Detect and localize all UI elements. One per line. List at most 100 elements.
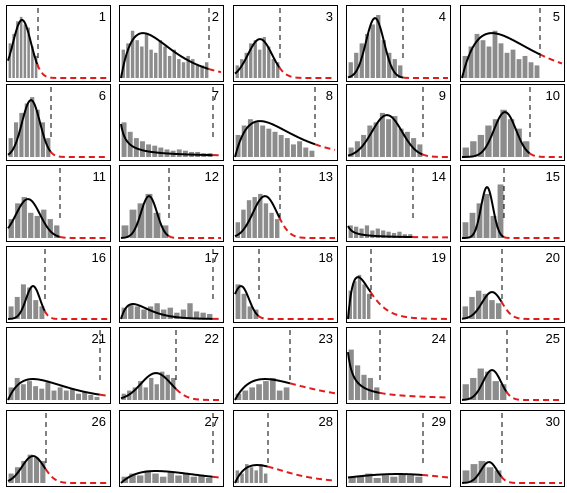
panel-number: 6 — [99, 88, 106, 103]
histogram-bar — [354, 52, 359, 78]
fitted-curve — [120, 470, 213, 484]
histogram-bar — [247, 119, 253, 157]
fitted-curve — [7, 18, 39, 67]
histogram-bar — [258, 49, 262, 78]
histogram-bar — [242, 390, 249, 400]
histogram-bar — [283, 387, 290, 400]
histogram-bar — [469, 296, 475, 319]
histogram-bar — [259, 464, 263, 483]
panel-number: 3 — [326, 9, 333, 24]
extrapolated-tail — [379, 391, 449, 399]
fitted-curve — [120, 372, 177, 400]
fitted-curve — [234, 285, 260, 317]
histogram-bar — [398, 128, 404, 157]
panel-number: 2 — [212, 9, 219, 24]
histogram-bar — [263, 203, 269, 238]
histogram-bar — [417, 144, 423, 157]
histogram-bar — [158, 40, 163, 78]
fitted-curve — [7, 198, 60, 238]
extrapolated-tail — [212, 475, 222, 479]
histogram-bar — [492, 30, 498, 78]
histogram-bar — [348, 62, 353, 78]
extrapolated-tail — [208, 67, 222, 74]
fitted-curve — [347, 473, 424, 479]
histogram-bar — [510, 49, 516, 78]
histogram-bar — [386, 119, 392, 157]
histogram-bar — [252, 197, 257, 238]
histogram-bar — [172, 49, 176, 78]
histogram-bar — [534, 65, 540, 78]
extrapolated-tail — [257, 315, 335, 320]
fitted-curve — [461, 111, 531, 158]
histogram-bar — [267, 46, 271, 78]
histogram-bar — [8, 306, 14, 319]
extrapolated-tail — [167, 234, 221, 239]
histogram-bar — [528, 62, 534, 78]
panel-17: 17 — [119, 246, 224, 323]
histogram-bar — [258, 193, 263, 238]
histogram-bar — [21, 197, 27, 238]
histogram-bar — [33, 386, 39, 400]
histogram-bar — [492, 119, 500, 157]
histogram-bar — [76, 393, 81, 400]
histogram-bar — [284, 138, 290, 157]
panel-number: 11 — [93, 169, 107, 184]
histogram-bar — [135, 40, 139, 78]
histogram-bar — [167, 471, 175, 483]
histogram-bar — [141, 309, 147, 319]
histogram-bar — [207, 313, 213, 319]
histogram-bar — [269, 377, 276, 400]
panel-number: 4 — [439, 9, 446, 24]
fitted-curve — [7, 99, 52, 156]
histogram-bar — [31, 46, 34, 78]
histogram-bar — [174, 312, 180, 319]
fitted-curve — [234, 378, 291, 401]
histogram-bar — [468, 46, 474, 78]
fitted-curve — [234, 195, 281, 238]
histogram-bar — [348, 147, 354, 157]
histogram-bar — [406, 475, 415, 483]
histogram-bar — [249, 467, 254, 483]
histogram-bar — [154, 52, 158, 78]
histogram-bar — [348, 476, 356, 483]
extrapolated-tail — [539, 53, 563, 65]
histogram-bar — [240, 473, 244, 483]
panel-28: 28 — [233, 410, 338, 487]
panel-6: 6 — [6, 84, 111, 161]
histogram-bar — [365, 473, 373, 483]
histogram-bar — [181, 62, 186, 78]
histogram-bar — [478, 460, 486, 483]
histogram-bar — [33, 457, 40, 483]
histogram-bar — [153, 212, 161, 238]
panel-27: 27 — [119, 410, 224, 487]
histogram-bar — [249, 387, 256, 400]
histogram-bar — [136, 475, 144, 483]
histogram-bar — [397, 231, 402, 238]
histogram-bar — [485, 371, 492, 400]
extrapolated-tail — [59, 235, 108, 239]
panel-number: 29 — [432, 414, 446, 429]
histogram-bar — [245, 464, 249, 483]
extrapolated-tail — [36, 63, 108, 79]
histogram-bar — [373, 122, 379, 157]
histogram-bar — [480, 40, 486, 78]
histogram-bar — [20, 284, 26, 319]
histogram-bar — [476, 203, 483, 238]
histogram-bar — [477, 134, 485, 157]
histogram-bar — [27, 27, 30, 79]
panel-number: 17 — [205, 250, 219, 265]
panel-number: 23 — [319, 331, 333, 346]
histogram-bar — [504, 52, 510, 78]
fitted-curve — [234, 38, 281, 75]
panel-number: 16 — [92, 250, 106, 265]
extrapolated-tail — [369, 291, 449, 320]
histogram-bar — [121, 307, 127, 319]
histogram-bar — [191, 59, 195, 78]
histogram-bar — [249, 43, 253, 78]
histogram-bar — [154, 303, 160, 319]
histogram-bar — [129, 209, 137, 238]
histogram-bar — [247, 306, 253, 319]
histogram-bar — [415, 476, 423, 483]
